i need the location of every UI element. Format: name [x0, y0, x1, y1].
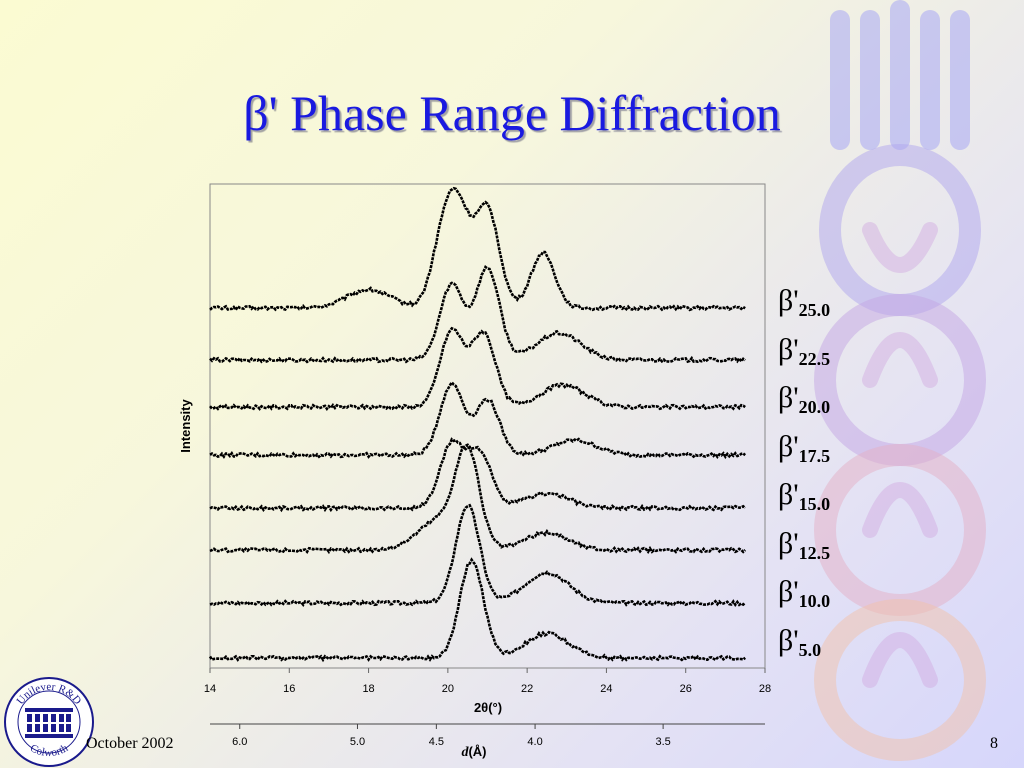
trace-7 [209, 503, 747, 608]
legend-entry: β'25.0 [778, 284, 831, 320]
trace-8 [208, 557, 747, 663]
x-tick-label: 24 [600, 683, 612, 695]
trace-6 [209, 443, 747, 555]
trace-2 [209, 264, 746, 364]
d-tick-label: 3.5 [655, 736, 670, 748]
legend-entry: β'22.5 [778, 332, 831, 369]
trace-3 [209, 326, 746, 412]
x-axis: 14 16 18 20 22 24 26 28 [204, 668, 771, 695]
d-spacing-axis: 6.0 5.0 4.5 4.0 3.5 [210, 723, 765, 748]
x-tick-label: 20 [442, 683, 454, 695]
slide-title: β' Phase Range Diffraction [243, 85, 781, 141]
trace-group [208, 186, 747, 663]
trace-4 [209, 380, 747, 460]
legend-entry: β'5.0 [778, 623, 822, 660]
x-tick-label: 14 [204, 683, 216, 695]
page-number: 8 [990, 735, 998, 752]
x-tick-label: 22 [521, 683, 533, 695]
d-tick-label: 5.0 [350, 736, 365, 748]
d-tick-label: 4.0 [527, 736, 542, 748]
d-tick-label: 4.5 [429, 736, 444, 748]
x-tick-label: 16 [283, 683, 295, 695]
x-tick-label: 26 [680, 683, 692, 695]
x-tick-label: 18 [362, 683, 374, 695]
plot-area [209, 183, 766, 669]
d-tick-label: 6.0 [232, 736, 247, 748]
x-axis-title: 2θ(°) [474, 700, 502, 715]
footer-date: October 2002 [86, 735, 174, 752]
trace-1 [209, 186, 746, 313]
x-tick-label: 28 [759, 683, 771, 695]
unilever-colworth-logo: Unilever R&D Colworth [4, 677, 94, 767]
legend-entry: β'17.5 [778, 429, 831, 466]
d-axis-title: d(Å) [461, 744, 486, 760]
legend-entry: β'12.5 [778, 526, 831, 563]
y-axis-title: Intensity [178, 399, 193, 453]
trace-5 [209, 437, 747, 513]
logo-text-bottom: Colworth [28, 742, 71, 759]
legend-entry: β'10.0 [778, 575, 831, 611]
legend-entry: β'15.0 [778, 478, 831, 514]
legend-entry: β'20.0 [778, 381, 831, 417]
building-icon [25, 708, 73, 738]
